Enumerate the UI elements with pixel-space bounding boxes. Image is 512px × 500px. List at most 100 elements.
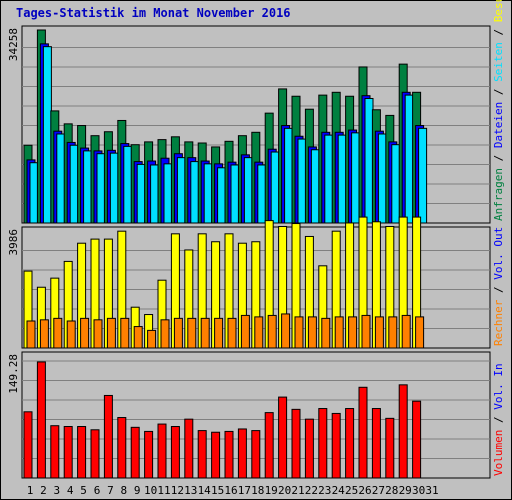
bar-seiten-24 xyxy=(337,134,347,224)
bar-rechner-29 xyxy=(401,314,411,349)
bar-seiten-6 xyxy=(96,153,106,224)
bar-seiten-16 xyxy=(230,164,240,224)
bar-volumen-17 xyxy=(237,428,247,479)
bar-rechner-4 xyxy=(66,320,76,349)
bar-rechner-15 xyxy=(214,317,224,349)
bar-seiten-13 xyxy=(190,161,200,224)
bar-seiten-8 xyxy=(123,145,133,224)
bar-seiten-18 xyxy=(257,164,267,224)
bar-volumen-11 xyxy=(157,423,167,479)
legend-entry-bottom-0: Volumen xyxy=(492,430,505,476)
x-tick-16: 16 xyxy=(224,484,237,497)
bar-volumen-26 xyxy=(358,386,368,479)
bar-volumen-12 xyxy=(170,426,180,479)
bar-rechner-25 xyxy=(348,316,358,349)
bar-rechner-23 xyxy=(321,317,331,349)
bar-seiten-2 xyxy=(42,46,52,224)
bar-volumen-2 xyxy=(36,361,46,479)
x-tick-30: 30 xyxy=(412,484,425,497)
bar-volumen-18 xyxy=(251,430,261,479)
bar-rechner-20 xyxy=(281,313,291,349)
bar-seiten-7 xyxy=(109,152,119,224)
bar-rechner-11 xyxy=(160,319,170,349)
bar-rechner-18 xyxy=(254,316,264,349)
legend-entry-middle-2: Vol. Out xyxy=(492,227,505,280)
x-tick-10: 10 xyxy=(144,484,157,497)
bar-seiten-30 xyxy=(418,127,428,224)
bar-seiten-10 xyxy=(150,164,160,224)
bar-volumen-30 xyxy=(412,400,422,479)
bar-rechner-28 xyxy=(388,316,398,349)
bar-seiten-20 xyxy=(284,127,294,224)
bar-rechner-10 xyxy=(147,329,157,349)
x-tick-14: 14 xyxy=(198,484,212,497)
bar-volumen-21 xyxy=(291,408,301,479)
legend-bottom: Volumen / Vol. In xyxy=(492,363,505,476)
bar-volumen-28 xyxy=(385,417,395,479)
bar-seiten-3 xyxy=(56,133,66,224)
bar-volumen-14 xyxy=(197,430,207,479)
bar-seiten-15 xyxy=(217,167,227,224)
bar-seiten-17 xyxy=(243,157,253,224)
bar-seiten-9 xyxy=(136,163,146,224)
ymax-label-middle: 3986 xyxy=(7,229,20,256)
legend-entry-top-2: Dateien xyxy=(492,102,505,148)
legend-entry-bottom-1: / xyxy=(492,410,505,430)
bar-seiten-12 xyxy=(176,157,186,224)
bar-rechner-5 xyxy=(80,317,90,349)
x-tick-1: 1 xyxy=(27,484,34,497)
x-tick-22: 22 xyxy=(305,484,318,497)
x-tick-28: 28 xyxy=(385,484,398,497)
bar-rechner-13 xyxy=(187,317,197,349)
bar-seiten-22 xyxy=(310,149,320,224)
x-tick-4: 4 xyxy=(67,484,74,497)
x-tick-15: 15 xyxy=(211,484,224,497)
x-tick-18: 18 xyxy=(251,484,264,497)
bar-rechner-26 xyxy=(361,314,371,349)
legend-entry-top-5: / xyxy=(492,22,505,42)
bar-seiten-28 xyxy=(391,144,401,224)
bar-volumen-8 xyxy=(117,417,127,479)
x-tick-27: 27 xyxy=(372,484,385,497)
ymax-label-bottom: 149.28 xyxy=(7,354,20,394)
x-tick-2: 2 xyxy=(40,484,47,497)
bar-seiten-25 xyxy=(351,132,361,224)
x-tick-12: 12 xyxy=(171,484,184,497)
chart-title: Tages-Statistik im Monat November 2016 xyxy=(16,6,291,20)
bar-rechner-6 xyxy=(93,319,103,349)
bar-rechner-7 xyxy=(106,317,116,349)
x-tick-21: 21 xyxy=(291,484,304,497)
bar-seiten-23 xyxy=(324,134,334,224)
bar-rechner-1 xyxy=(26,320,36,349)
bar-rechner-14 xyxy=(200,317,210,349)
bar-volumen-23 xyxy=(318,408,328,479)
x-tick-11: 11 xyxy=(157,484,170,497)
bar-volumen-9 xyxy=(130,426,140,479)
x-tick-5: 5 xyxy=(80,484,87,497)
bar-volumen-4 xyxy=(63,426,73,479)
bar-volumen-13 xyxy=(184,418,194,479)
bar-volumen-7 xyxy=(103,394,113,479)
bar-rechner-8 xyxy=(120,317,130,349)
legend-entry-top-3: / xyxy=(492,82,505,102)
x-tick-26: 26 xyxy=(358,484,371,497)
bar-volumen-19 xyxy=(264,412,274,479)
x-tick-23: 23 xyxy=(318,484,331,497)
bar-volumen-27 xyxy=(371,408,381,479)
legend-entry-bottom-2: Vol. In xyxy=(492,363,505,409)
bar-volumen-25 xyxy=(345,408,355,479)
ymax-label-top: 34258 xyxy=(7,28,20,61)
bar-rechner-27 xyxy=(374,316,384,349)
legend-entry-top-6: Besuche xyxy=(492,0,505,22)
legend-entry-middle-1: / xyxy=(492,280,505,300)
bar-volumen-15 xyxy=(211,431,221,479)
bar-rechner-17 xyxy=(240,314,250,349)
bar-seiten-21 xyxy=(297,138,307,224)
x-tick-24: 24 xyxy=(332,484,346,497)
bar-seiten-4 xyxy=(69,144,79,224)
x-tick-20: 20 xyxy=(278,484,291,497)
legend-entry-top-1: / xyxy=(492,148,505,168)
bar-rechner-24 xyxy=(334,316,344,349)
x-tick-6: 6 xyxy=(94,484,101,497)
